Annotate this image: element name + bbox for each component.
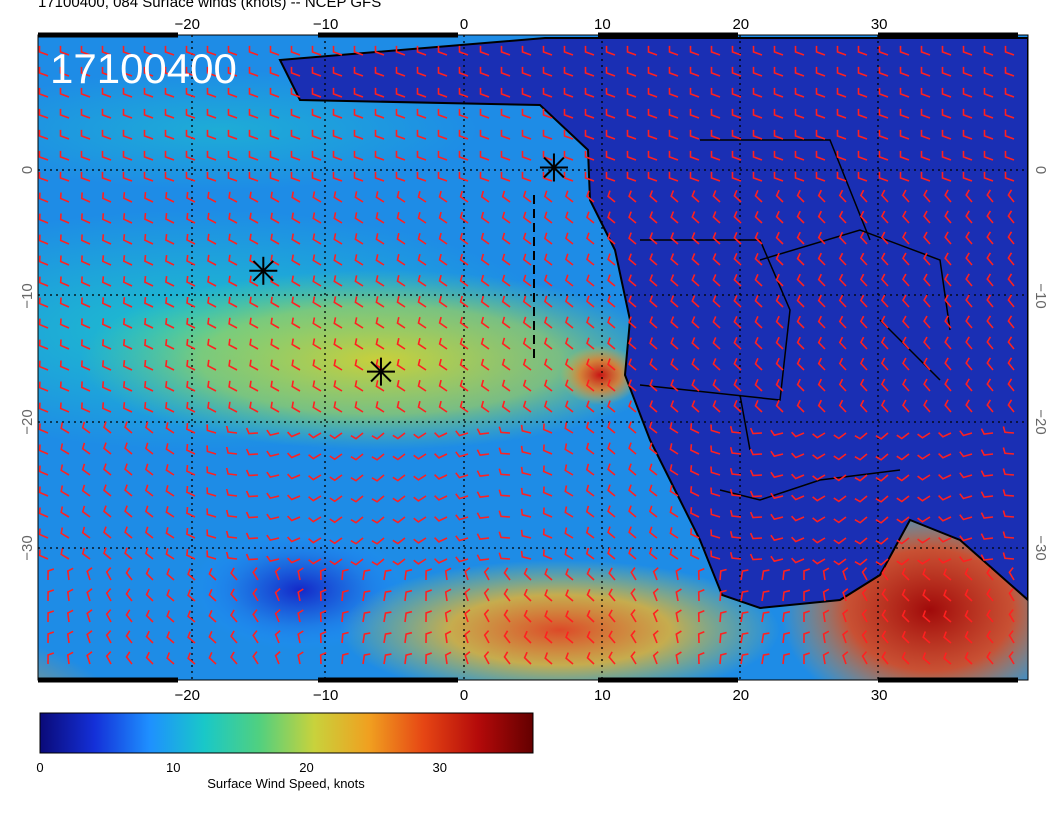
lon-tick-bottom: −10 — [313, 687, 338, 704]
lon-tick-top: −10 — [313, 16, 338, 33]
map-title: 17100400, 084 Surface winds (knots) -- N… — [38, 0, 382, 11]
colorbar-tick: 20 — [299, 760, 313, 775]
storm-markers — [249, 153, 568, 386]
lon-tick-bottom: 10 — [594, 687, 611, 704]
lon-tick-top: −20 — [174, 16, 199, 33]
lat-tick-left: 0 — [19, 166, 36, 174]
lat-tick-right: −30 — [1032, 535, 1049, 560]
storm-marker-3 — [366, 357, 395, 386]
lat-tick-left: −30 — [19, 535, 36, 560]
colorbar-label: Surface Wind Speed, knots — [207, 776, 365, 791]
lat-tick-labels-right: 0 −10 −20 −30 — [1032, 166, 1049, 561]
lon-tick-bottom: −20 — [174, 687, 199, 704]
lat-tick-right: −10 — [1032, 283, 1049, 308]
colorbar-tick: 30 — [432, 760, 446, 775]
lon-tick-top: 10 — [594, 16, 611, 33]
lon-tick-top: 30 — [871, 16, 888, 33]
lat-tick-right: 0 — [1032, 166, 1049, 174]
lon-tick-top: 20 — [732, 16, 749, 33]
lat-tick-left: −10 — [19, 283, 36, 308]
wind-barbs — [38, 45, 1015, 665]
lon-tick-labels-bottom: −20 −10 0 10 20 30 — [174, 687, 887, 704]
lon-tick-bottom: 0 — [460, 687, 468, 704]
africa-landmass — [278, 37, 1028, 610]
colorbar-tick: 10 — [166, 760, 180, 775]
wind-barb-field — [38, 45, 1015, 665]
storm-marker-2 — [249, 256, 278, 285]
storm-marker-1 — [539, 153, 568, 182]
lon-tick-labels-top: −20 −10 0 10 20 30 — [174, 16, 887, 33]
lat-tick-left: −20 — [19, 409, 36, 434]
country-borders — [639, 139, 951, 501]
lon-tick-top: 0 — [460, 16, 468, 33]
lon-tick-bottom: 30 — [871, 687, 888, 704]
colorbar-tick: 0 — [36, 760, 43, 775]
lat-tick-right: −20 — [1032, 409, 1049, 434]
colorbar-ticks: 0 10 20 30 — [36, 760, 447, 775]
timestamp-label: 17100400 — [50, 45, 237, 92]
map-frame — [37, 34, 1029, 681]
lat-tick-labels-left: 0 −10 −20 −30 — [19, 166, 36, 561]
lon-tick-bottom: 20 — [732, 687, 749, 704]
colorbar-scale — [39, 712, 534, 754]
